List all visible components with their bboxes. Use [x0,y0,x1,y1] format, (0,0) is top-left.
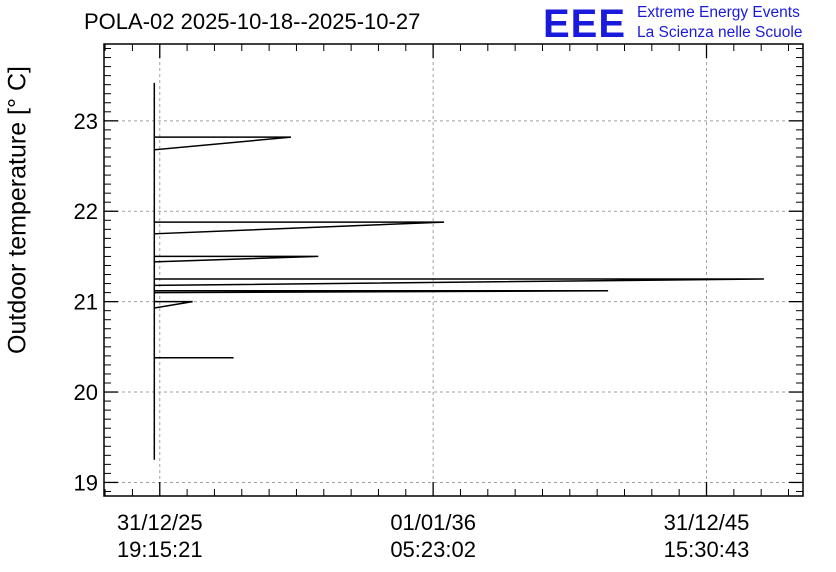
logo-line-1: Extreme Energy Events [637,4,800,21]
plot-frame [103,43,804,497]
y-tick-label: 20 [74,380,98,405]
eee-logo: EEE [543,2,627,46]
y-tick-label: 21 [74,290,98,315]
y-tick-label: 22 [74,199,98,224]
logo-line-2: La Scienza nelle Scuole [637,24,803,41]
x-tick-label-date: 01/01/36 [390,510,476,535]
x-tick-label-time: 05:23:02 [390,537,476,562]
chart-title: POLA-02 2025-10-18--2025-10-27 [84,9,421,34]
x-tick-label-date: 31/12/25 [117,510,203,535]
x-tick-label-time: 19:15:21 [117,537,203,562]
x-tick-label-date: 31/12/45 [664,510,750,535]
y-tick-label: 19 [74,470,98,495]
x-tick-label-time: 15:30:43 [664,537,750,562]
y-tick-label: 23 [74,109,98,134]
logo-caption: Extreme Energy Events La Scienza nelle S… [637,3,802,43]
temperature-series-line [153,82,764,460]
